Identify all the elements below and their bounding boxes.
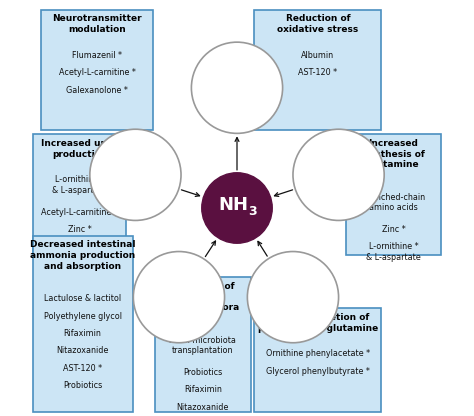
Text: NH: NH xyxy=(219,196,249,214)
FancyArrowPatch shape xyxy=(182,190,200,196)
Text: AST-120 *: AST-120 * xyxy=(63,364,102,373)
Text: Glycerol phenylbutyrate *: Glycerol phenylbutyrate * xyxy=(266,367,370,376)
Text: 3: 3 xyxy=(248,205,257,218)
Text: Reduction of
oxidative stress: Reduction of oxidative stress xyxy=(277,15,358,34)
Text: Acetyl-L-carnitine *: Acetyl-L-carnitine * xyxy=(41,208,118,217)
Text: Rifaximin: Rifaximin xyxy=(64,329,101,338)
FancyBboxPatch shape xyxy=(33,134,126,255)
FancyBboxPatch shape xyxy=(255,308,381,412)
Text: Decreased intestinal
ammonia production
and absorption: Decreased intestinal ammonia production … xyxy=(30,240,135,271)
FancyBboxPatch shape xyxy=(155,277,251,412)
FancyArrowPatch shape xyxy=(235,138,239,170)
Text: Zinc *: Zinc * xyxy=(382,225,405,234)
Text: Galexanolone *: Galexanolone * xyxy=(66,86,128,95)
Circle shape xyxy=(133,252,225,343)
Text: Zinc *: Zinc * xyxy=(68,225,91,234)
Text: Rifaximin: Rifaximin xyxy=(184,386,222,394)
Text: Increased
synthesis of
glutamine: Increased synthesis of glutamine xyxy=(363,139,424,169)
Text: Polyethylene glycol: Polyethylene glycol xyxy=(44,312,121,321)
Text: Lactulose & lactitol: Lactulose & lactitol xyxy=(44,294,121,303)
Text: Flumazenil *: Flumazenil * xyxy=(72,51,122,60)
FancyBboxPatch shape xyxy=(41,10,153,131)
Text: Alteration of
enteric
bacterial flora: Alteration of enteric bacterial flora xyxy=(167,282,239,312)
Circle shape xyxy=(191,42,283,134)
Text: Fecal microbiota
transplantation: Fecal microbiota transplantation xyxy=(169,336,236,355)
Circle shape xyxy=(202,173,272,243)
FancyBboxPatch shape xyxy=(33,236,133,412)
FancyBboxPatch shape xyxy=(346,134,441,255)
Text: Ornithine phenylacetate *: Ornithine phenylacetate * xyxy=(266,349,370,358)
FancyArrowPatch shape xyxy=(258,241,267,256)
Text: L-ornithine *
& L-aspartate: L-ornithine * & L-aspartate xyxy=(366,243,421,262)
Circle shape xyxy=(247,252,338,343)
Text: AST-120 *: AST-120 * xyxy=(298,68,337,77)
Text: Nitazoxanide: Nitazoxanide xyxy=(177,403,229,412)
Text: Increased urea
production: Increased urea production xyxy=(41,139,118,158)
Circle shape xyxy=(90,129,181,220)
Text: L-ornithine *
& L-aspartate: L-ornithine * & L-aspartate xyxy=(52,175,107,195)
Text: Probiotics: Probiotics xyxy=(63,381,102,390)
FancyArrowPatch shape xyxy=(274,190,292,196)
Text: Probiotics: Probiotics xyxy=(183,368,222,377)
FancyBboxPatch shape xyxy=(255,10,381,131)
Text: Acetyl-L-carnitine *: Acetyl-L-carnitine * xyxy=(59,68,136,77)
Text: Neurotransmitter
modulation: Neurotransmitter modulation xyxy=(52,15,142,34)
Text: Nitazoxanide: Nitazoxanide xyxy=(56,347,109,356)
FancyArrowPatch shape xyxy=(205,241,216,257)
Text: Urinary excretion of
phenylacetyl glutamine: Urinary excretion of phenylacetyl glutam… xyxy=(258,313,378,333)
Text: Albumin: Albumin xyxy=(301,51,335,60)
Text: Branched-chain
amino acids: Branched-chain amino acids xyxy=(362,193,425,212)
Circle shape xyxy=(293,129,384,220)
